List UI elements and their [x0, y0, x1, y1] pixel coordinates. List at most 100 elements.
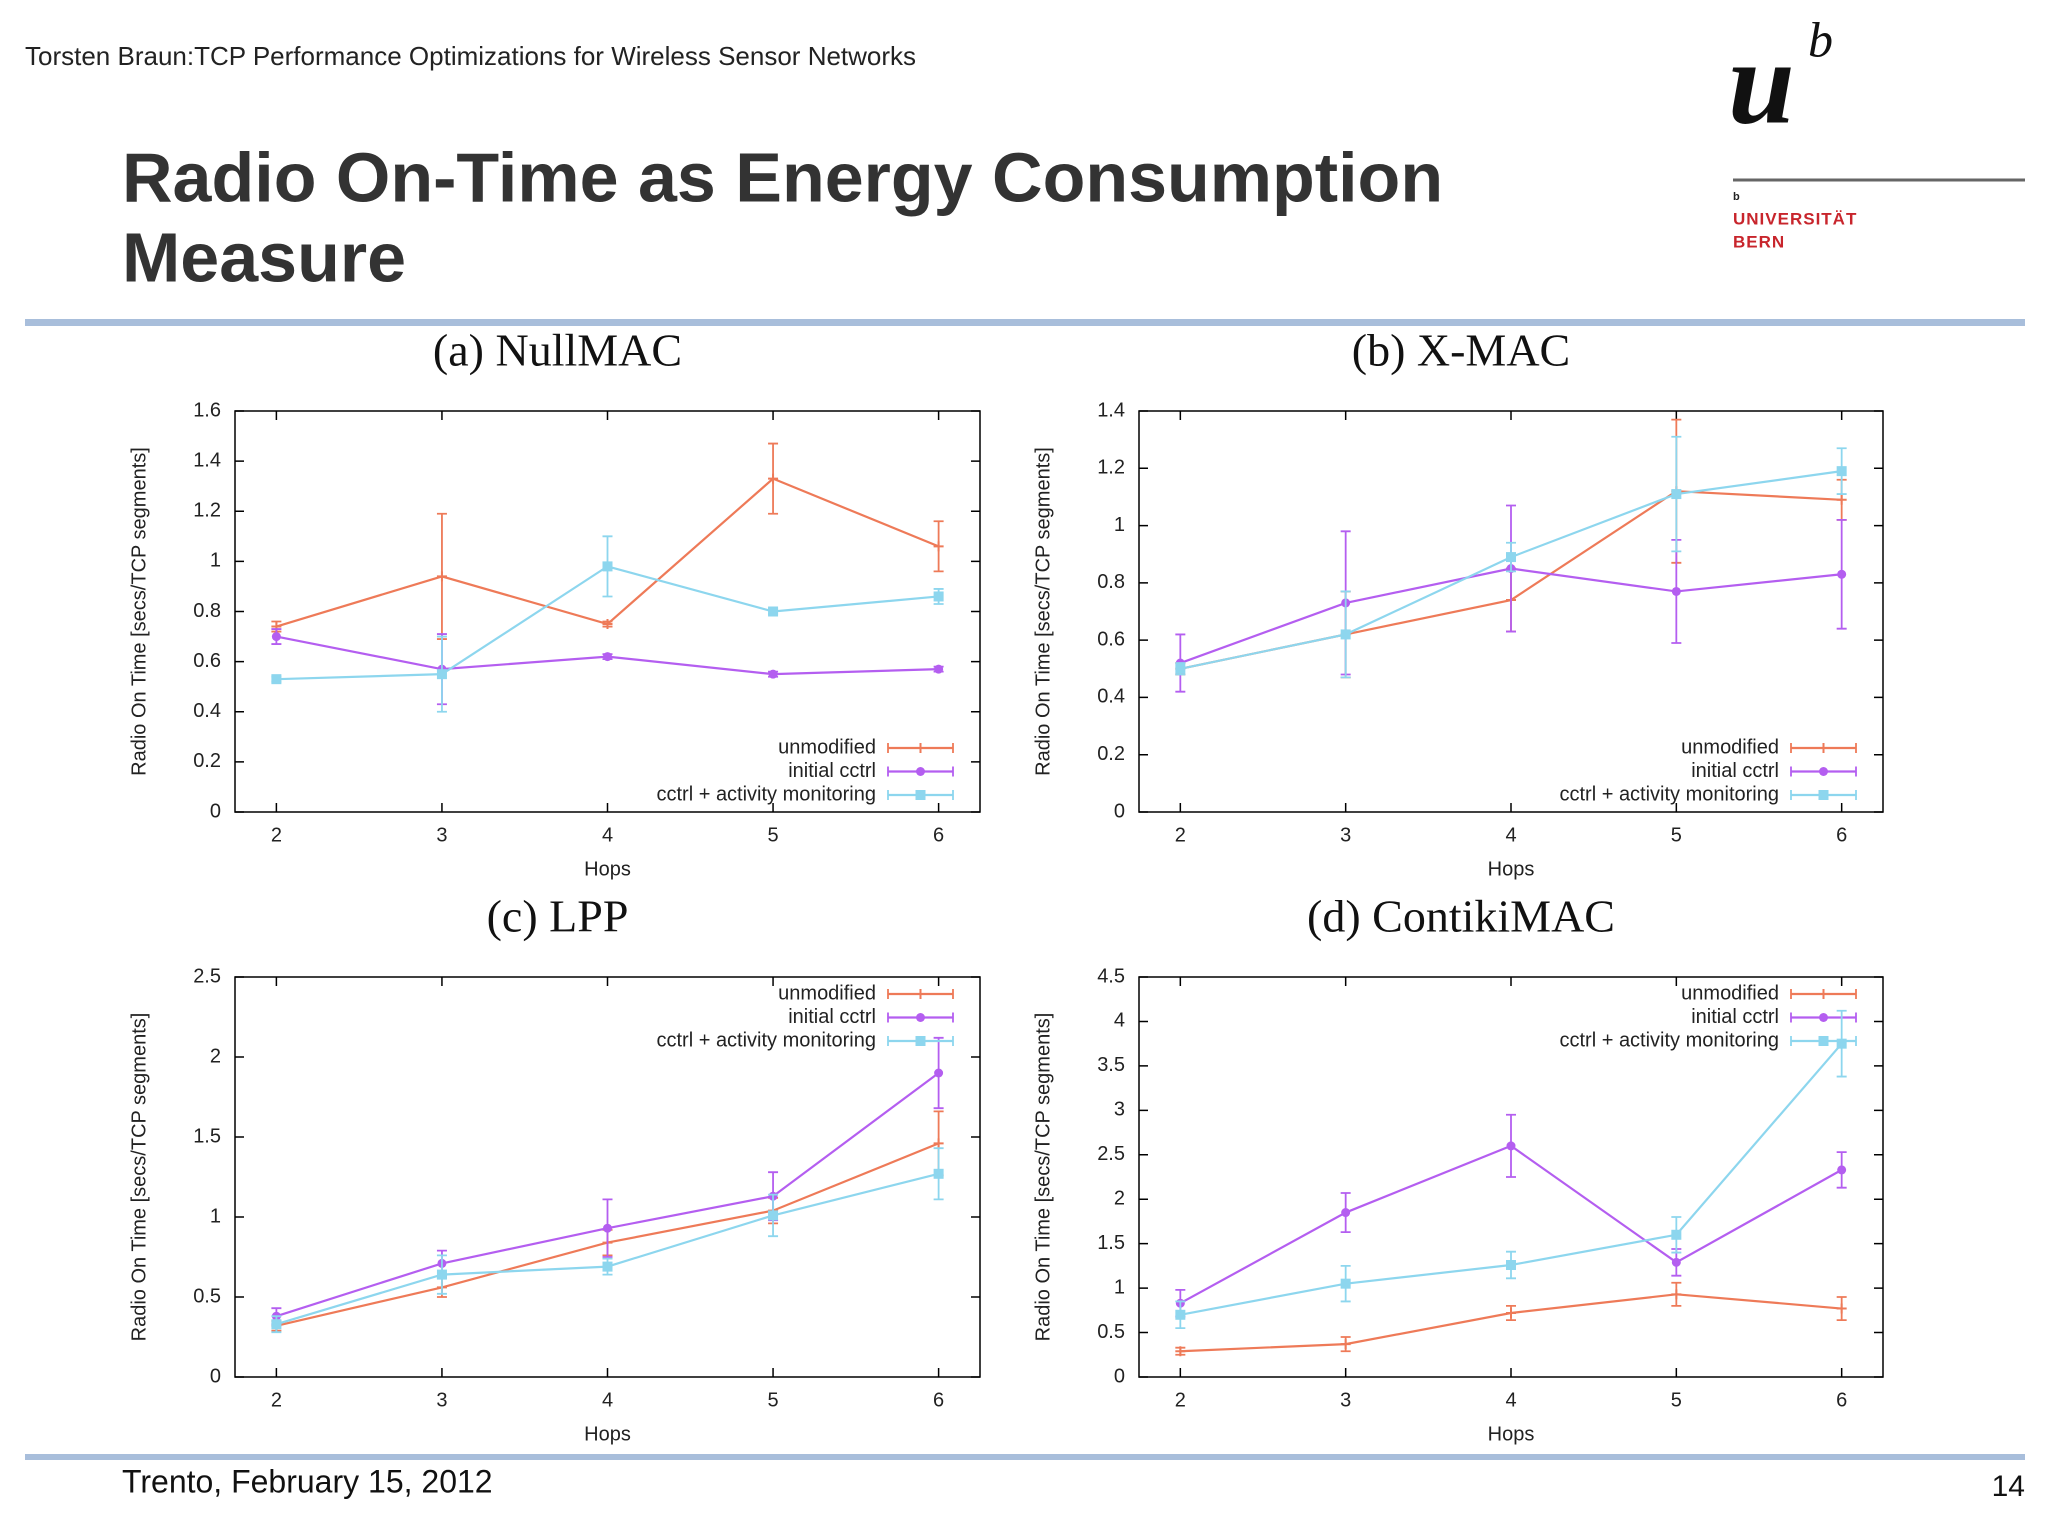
- slide-title: Measure: [122, 218, 406, 296]
- marker: [915, 1036, 926, 1046]
- legend-label: cctrl + activity monitoring: [656, 783, 876, 805]
- marker: [1671, 1257, 1681, 1267]
- series-line: [276, 1072, 940, 1318]
- marker: [1506, 1308, 1516, 1318]
- x-tick-label: 6: [933, 824, 944, 846]
- legend-swatch: [887, 989, 954, 999]
- legend-swatch: [887, 766, 954, 777]
- logo-line: UNIVERSITÄT: [1733, 209, 1857, 228]
- x-tick-label: 2: [271, 824, 282, 846]
- x-axis-label: Hops: [584, 1423, 631, 1445]
- x-tick-label: 2: [1175, 1389, 1186, 1411]
- y-tick-label: 0: [1114, 1365, 1125, 1387]
- logo-superscript: b: [1808, 11, 1833, 67]
- legend-swatch: [1790, 989, 1857, 999]
- slide-title: Radio On-Time as Energy Consumption: [122, 138, 1443, 216]
- marker: [1506, 1141, 1516, 1151]
- legend-label: cctrl + activity monitoring: [1559, 1029, 1779, 1051]
- marker: [933, 1138, 944, 1149]
- marker: [1836, 1303, 1847, 1314]
- y-tick-label: 0.4: [193, 700, 221, 722]
- chart-title: (d) ContikiMAC: [1307, 891, 1615, 942]
- y-tick-label: 0.8: [193, 600, 221, 622]
- marker: [1818, 743, 1829, 753]
- x-tick-label: 6: [1836, 1389, 1847, 1411]
- legend-swatch: [887, 1036, 954, 1046]
- marker: [602, 561, 613, 572]
- marker: [916, 1013, 925, 1022]
- marker: [915, 989, 926, 999]
- marker: [1836, 494, 1847, 505]
- marker: [1819, 1013, 1828, 1022]
- y-tick-label: 0.4: [1097, 686, 1125, 708]
- marker: [1340, 629, 1351, 640]
- marker: [1175, 1346, 1186, 1357]
- marker: [602, 619, 613, 630]
- legend-swatch: [887, 1012, 954, 1023]
- y-axis-label: Radio On Time [secs/TCP segments]: [1032, 447, 1054, 776]
- footer-rule: [25, 1454, 2025, 1460]
- marker: [1175, 663, 1186, 674]
- y-tick-label: 1.2: [1097, 457, 1125, 479]
- marker: [271, 632, 281, 642]
- marker: [436, 571, 447, 582]
- marker: [1837, 569, 1847, 579]
- y-tick-label: 1.6: [193, 399, 221, 421]
- legend-swatch: [1790, 790, 1857, 800]
- x-tick-label: 6: [933, 1389, 944, 1411]
- y-tick-label: 0.8: [1097, 571, 1125, 593]
- legend-label: cctrl + activity monitoring: [1559, 783, 1779, 805]
- marker: [1818, 989, 1829, 999]
- legend-label: unmodified: [1681, 736, 1779, 758]
- x-tick-label: 6: [1836, 824, 1847, 846]
- y-tick-label: 2.5: [193, 965, 221, 987]
- marker: [1837, 1165, 1847, 1175]
- y-tick-label: 0: [210, 800, 221, 822]
- x-axis-label: Hops: [584, 858, 631, 880]
- plot-frame: [234, 410, 981, 813]
- y-tick-label: 3: [1114, 1099, 1125, 1121]
- marker: [1836, 466, 1847, 477]
- marker: [1671, 1289, 1682, 1300]
- marker: [1836, 1038, 1847, 1049]
- marker: [915, 790, 926, 800]
- chart-title: (a) NullMAC: [433, 325, 682, 376]
- y-tick-label: 0.5: [1097, 1321, 1125, 1343]
- marker: [1340, 1339, 1351, 1350]
- legend-label: unmodified: [778, 982, 876, 1004]
- marker: [933, 591, 944, 602]
- chart-title: (b) X-MAC: [1352, 325, 1570, 376]
- marker: [768, 473, 779, 484]
- series-line: [1180, 1293, 1842, 1353]
- y-tick-label: 2.5: [1097, 1143, 1125, 1165]
- x-tick-label: 4: [1505, 1389, 1516, 1411]
- marker: [436, 1269, 447, 1280]
- y-tick-label: 1.4: [1097, 399, 1125, 421]
- y-tick-label: 1: [1114, 1276, 1125, 1298]
- y-tick-label: 4: [1114, 1010, 1125, 1032]
- marker: [1341, 1208, 1351, 1218]
- x-axis-label: Hops: [1488, 858, 1535, 880]
- marker: [603, 1223, 612, 1233]
- marker: [1175, 1309, 1186, 1320]
- page-number: 14: [1992, 1470, 2025, 1503]
- marker: [1671, 489, 1682, 500]
- x-axis-label: Hops: [1488, 1423, 1535, 1445]
- marker: [436, 669, 447, 680]
- marker: [1340, 1278, 1351, 1289]
- y-tick-label: 1.5: [193, 1125, 221, 1147]
- marker: [934, 664, 944, 674]
- legend-label: cctrl + activity monitoring: [656, 1029, 876, 1051]
- marker: [934, 1068, 944, 1078]
- y-tick-label: 2: [1114, 1188, 1125, 1210]
- x-tick-label: 4: [602, 824, 613, 846]
- marker: [1671, 586, 1681, 596]
- marker: [1818, 790, 1829, 800]
- y-tick-label: 2: [210, 1045, 221, 1067]
- y-tick-label: 1.5: [1097, 1232, 1125, 1254]
- y-axis-label: Radio On Time [secs/TCP segments]: [128, 1013, 150, 1342]
- y-tick-label: 0.2: [1097, 743, 1125, 765]
- y-tick-label: 0.6: [1097, 628, 1125, 650]
- x-tick-label: 5: [767, 824, 778, 846]
- legend-swatch: [1790, 1012, 1857, 1023]
